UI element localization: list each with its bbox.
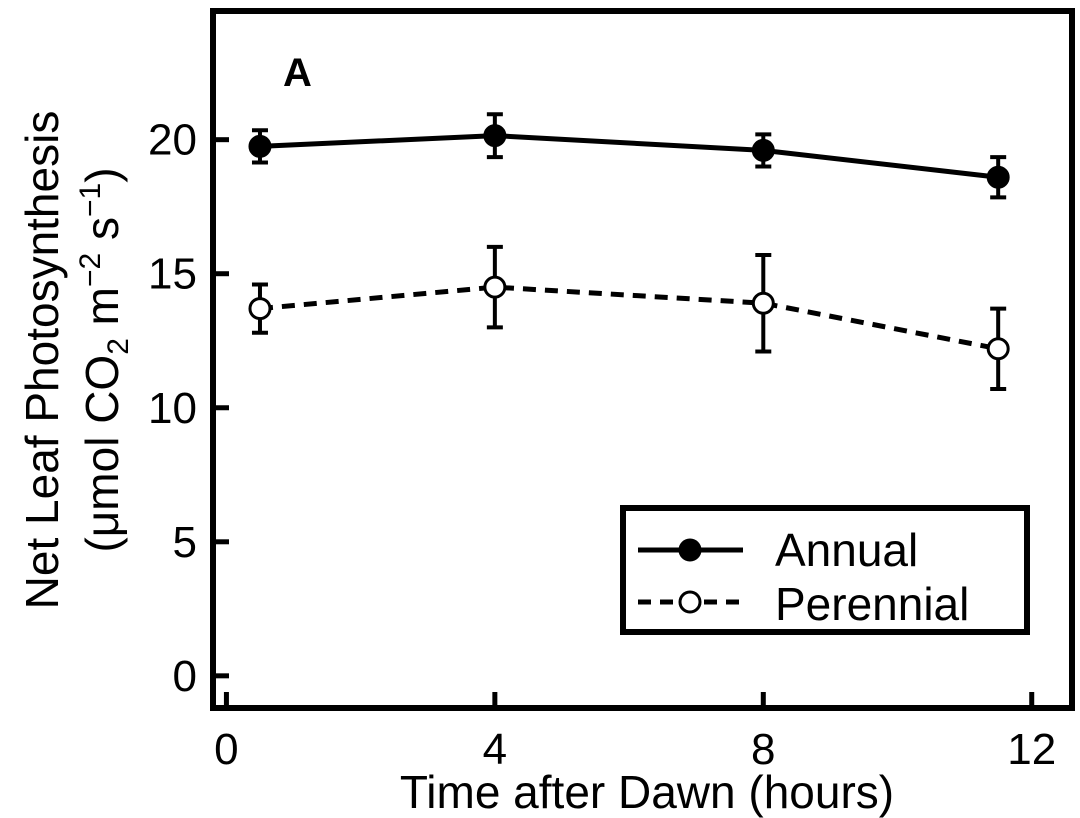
- x-axis-title: Time after Dawn (hours): [400, 766, 894, 818]
- panel-label: A: [283, 51, 312, 95]
- perennial-point: [248, 297, 272, 321]
- y-tick-label: 15: [148, 250, 197, 299]
- y-unit-m: m: [76, 287, 128, 338]
- y-unit-s: s: [76, 217, 128, 253]
- y-unit-close: ): [76, 167, 128, 182]
- annual-line: [259, 133, 999, 180]
- y-tick-label: 10: [148, 384, 197, 433]
- perennial-line: [259, 284, 999, 352]
- series-annual: [248, 112, 1010, 200]
- y-unit-sub2: 2: [102, 338, 135, 355]
- legend-annual-marker: [678, 538, 702, 562]
- legend-perennial-marker: [678, 590, 702, 614]
- x-tick-label: 8: [751, 725, 775, 774]
- annual-point: [483, 124, 507, 148]
- y-unit-mu: μ: [76, 511, 128, 538]
- y-axis-title-line2: (μmol CO2 m−2 s−1): [74, 167, 135, 552]
- perennial-point: [751, 291, 775, 315]
- y-tick-label: 5: [173, 518, 197, 567]
- y-tick-label: 0: [173, 652, 197, 701]
- legend-perennial-label: Perennial: [775, 578, 969, 630]
- perennial-point: [986, 337, 1010, 361]
- legend: Annual Perennial: [620, 505, 1030, 635]
- x-tick-label: 0: [214, 725, 238, 774]
- y-axis-title: Net Leaf Photosynthesis (μmol CO2 m−2 s−…: [16, 111, 135, 610]
- y-unit-open: (: [76, 537, 128, 553]
- annual-point: [751, 138, 775, 162]
- x-tick-label: 12: [1007, 725, 1056, 774]
- annual-point: [986, 165, 1010, 189]
- y-axis-title-line1: Net Leaf Photosynthesis: [16, 111, 68, 610]
- y-unit-sup-s: −1: [74, 183, 107, 217]
- series-perennial: [248, 244, 1010, 391]
- x-tick-label: 4: [483, 725, 507, 774]
- plot-frame: [210, 8, 1075, 711]
- series-layer: [248, 112, 1010, 391]
- y-unit-mol: mol CO: [76, 355, 128, 511]
- legend-annual-label: Annual: [775, 524, 918, 576]
- y-unit-sup-m: −2: [74, 253, 107, 287]
- perennial-point: [483, 275, 507, 299]
- annual-point: [248, 134, 272, 158]
- y-tick-label: 20: [148, 116, 197, 165]
- y-axis-ticks: 0 5 10 15 20: [148, 116, 229, 701]
- x-axis-ticks: 0 4 8 12: [214, 692, 1056, 774]
